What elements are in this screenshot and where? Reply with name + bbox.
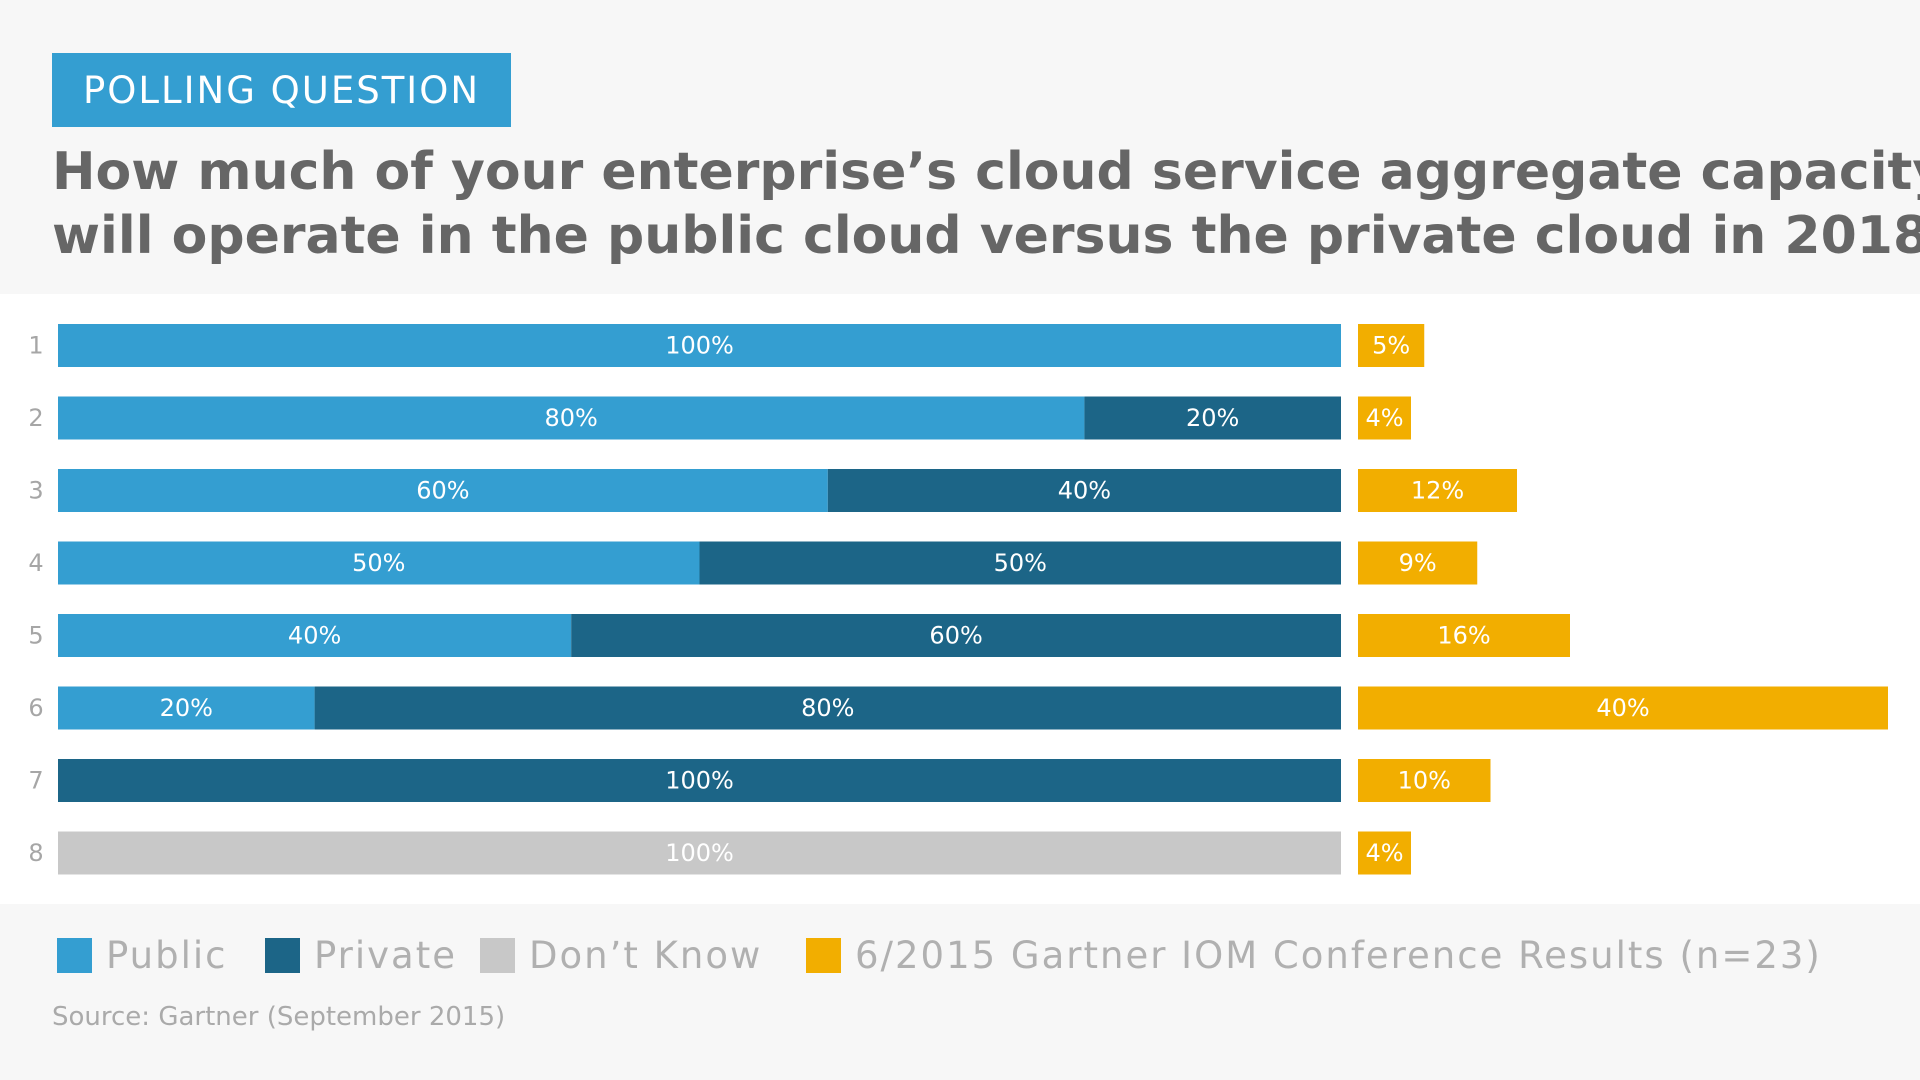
bar-segment-public	[58, 396, 1085, 440]
data-label-public: 100%	[665, 332, 734, 360]
bar-segment-private	[827, 469, 1341, 512]
bar-segment-public	[58, 469, 828, 512]
row-number-label: 7	[28, 767, 43, 795]
data-label-conference-results: 16%	[1437, 622, 1490, 650]
legend-swatch-public	[57, 937, 92, 973]
bar-segment-public	[58, 324, 1341, 367]
bar-conference-results	[1358, 831, 1411, 875]
plot-panel: 1 100% 5% 2 80% 20% 4% 3 60% 40% 12% 4 50% 50% 9% 5 40% 6…	[0, 294, 1920, 904]
data-label-private: 40%	[1058, 477, 1111, 505]
data-label-conference-results: 5%	[1372, 332, 1410, 360]
bar-segment-dont-know	[58, 831, 1341, 875]
bar-segment-public	[58, 541, 700, 585]
legend-label-public: Public	[106, 933, 228, 977]
bar-segment-private	[314, 686, 1342, 730]
row-number-label: 1	[28, 332, 43, 360]
data-label-conference-results: 4%	[1365, 404, 1403, 432]
data-label-private: 20%	[1186, 404, 1239, 432]
question-title: How much of your enterprise’s cloud serv…	[52, 140, 1920, 268]
bar-conference-results	[1358, 686, 1888, 730]
data-label-private: 50%	[994, 549, 1047, 577]
row-number-label: 5	[28, 622, 43, 650]
bar-segment-private	[699, 541, 1341, 585]
row-number-label: 3	[28, 477, 43, 505]
data-label-public: 60%	[416, 477, 469, 505]
stacked-bar-chart: 1 100% 5% 2 80% 20% 4% 3 60% 40% 12% 4 50% 50% 9% 5 40% 6…	[28, 324, 1888, 875]
data-label-conference-results: 4%	[1365, 839, 1403, 867]
row-number-label: 2	[28, 404, 43, 432]
legend-item-dont-know: Don’t Know	[480, 933, 763, 977]
data-label-private: 100%	[665, 767, 734, 795]
row-number-label: 8	[28, 839, 43, 867]
bar-segment-public	[58, 614, 572, 657]
data-label-conference-results: 40%	[1596, 694, 1649, 722]
legend-swatch-private	[265, 937, 300, 973]
data-label-private: 80%	[801, 694, 854, 722]
source-note: Source: Gartner (September 2015)	[52, 1002, 506, 1032]
bar-segment-private	[1084, 396, 1341, 440]
legend-swatch-dont-know	[480, 937, 515, 973]
legend-label-private: Private	[314, 933, 457, 977]
data-label-dont-know: 100%	[665, 839, 734, 867]
legend-swatch-conference-results	[806, 937, 841, 973]
bar-conference-results	[1358, 469, 1517, 512]
row-number-label: 4	[28, 549, 43, 577]
legend-item-public: Public	[57, 933, 228, 977]
legend-item-conference-results: 6/2015 Gartner IOM Conference Results (n…	[806, 933, 1822, 977]
legend-label-conference-results: 6/2015 Gartner IOM Conference Results (n…	[855, 933, 1822, 977]
question-line-2: will operate in the public cloud versus …	[52, 206, 1920, 266]
data-label-public: 40%	[288, 622, 341, 650]
data-label-conference-results: 12%	[1411, 477, 1464, 505]
bar-conference-results	[1358, 324, 1425, 367]
bar-segment-public	[58, 686, 315, 730]
bar-conference-results	[1358, 541, 1478, 585]
polling-question-badge: POLLING QUESTION	[52, 53, 511, 127]
legend-label-dont-know: Don’t Know	[529, 933, 763, 977]
bar-conference-results	[1358, 396, 1411, 440]
bar-conference-results	[1358, 614, 1570, 657]
bar-segment-private	[58, 759, 1341, 802]
data-label-conference-results: 9%	[1399, 549, 1437, 577]
question-line-1: How much of your enterprise’s cloud serv…	[52, 142, 1920, 202]
legend-item-private: Private	[265, 933, 457, 977]
data-label-public: 20%	[160, 694, 213, 722]
data-label-conference-results: 10%	[1398, 767, 1451, 795]
data-label-public: 80%	[545, 404, 598, 432]
row-number-label: 6	[28, 694, 43, 722]
bar-segment-private	[571, 614, 1341, 657]
data-label-public: 50%	[352, 549, 405, 577]
data-label-private: 60%	[929, 622, 982, 650]
bar-conference-results	[1358, 759, 1491, 802]
